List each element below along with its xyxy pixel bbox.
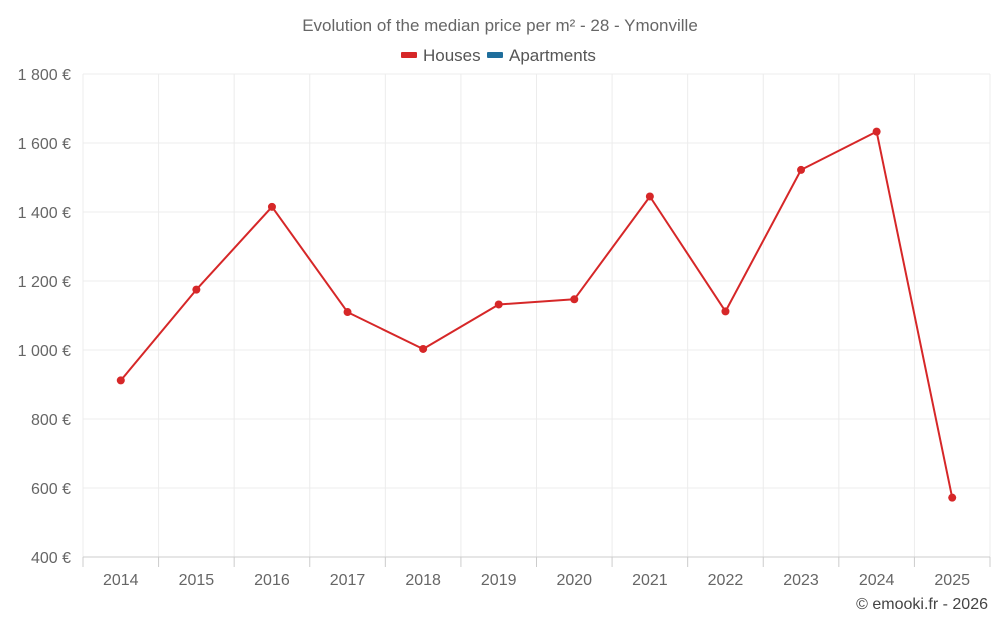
x-tick-label: 2024 [859,572,895,589]
x-tick-label: 2018 [405,572,441,589]
y-tick-label: 1 800 € [18,67,71,84]
legend-label: Apartments [509,46,596,65]
data-point-2023[interactable] [797,165,806,174]
y-tick-label: 600 € [31,481,71,498]
data-point-2021[interactable] [645,192,654,201]
data-point-2019[interactable] [494,300,503,309]
x-tick-label: 2025 [934,572,970,589]
data-point-2016[interactable] [267,202,276,211]
data-point-2017[interactable] [343,308,352,317]
x-tick-label: 2014 [103,572,139,589]
data-point-2014[interactable] [116,376,125,385]
series-line-houses [120,130,954,498]
x-tick-label: 2017 [330,572,366,589]
x-tick-label: 2023 [783,572,819,589]
y-tick-label: 1 000 € [18,343,71,360]
x-gridlines [82,74,991,567]
legend-swatch [401,52,417,58]
y-tick-label: 800 € [31,412,71,429]
y-tick-label: 1 600 € [18,136,71,153]
y-tick-label: 1 200 € [18,274,71,291]
legend-item-houses[interactable]: Houses [401,46,481,65]
legend[interactable]: Houses Apartments [401,46,596,65]
data-point-2025[interactable] [948,493,957,502]
data-point-2022[interactable] [721,307,730,316]
x-tick-label: 2022 [708,572,744,589]
series-layer [116,127,957,502]
data-point-2024[interactable] [872,127,881,136]
x-axis-tick-labels: 2014 2015 2016 2017 2018 2019 2020 2021 2022 2023… [103,572,970,589]
data-point-2018[interactable] [419,344,428,353]
data-point-2020[interactable] [570,295,579,304]
y-tick-label: 400 € [31,550,71,567]
legend-label: Houses [423,46,481,65]
y-axis-tick-labels: 400 € 600 € 800 € 1 000 € 1 200 € 1 400 € 1 60… [18,67,71,567]
x-tick-label: 2020 [556,572,592,589]
chart-title: Evolution of the median price per m² - 2… [302,16,698,35]
y-tick-label: 1 400 € [18,205,71,222]
legend-swatch [487,52,503,58]
legend-item-apartments[interactable]: Apartments [487,46,596,65]
x-tick-label: 2019 [481,572,517,589]
x-tick-label: 2016 [254,572,290,589]
x-tick-label: 2021 [632,572,668,589]
x-tick-label: 2015 [179,572,215,589]
data-point-2015[interactable] [192,285,201,294]
credit-text: © emooki.fr - 2026 [856,596,988,613]
